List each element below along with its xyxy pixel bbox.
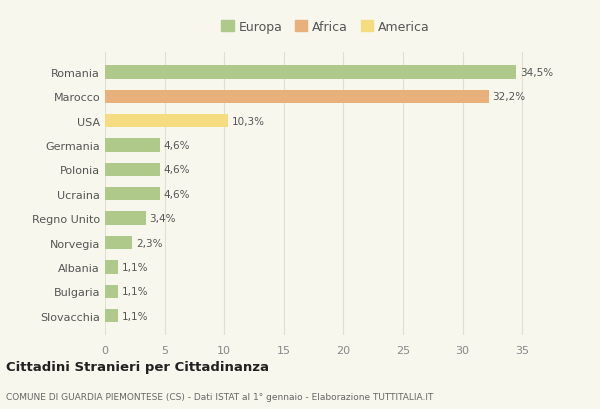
Text: 10,3%: 10,3% [232,116,265,126]
Bar [105,188,160,201]
Bar [105,139,160,152]
Text: 3,4%: 3,4% [149,213,176,224]
Text: 4,6%: 4,6% [163,165,190,175]
Text: 4,6%: 4,6% [163,189,190,199]
Bar [105,212,146,225]
Text: 4,6%: 4,6% [163,141,190,151]
Bar [105,115,228,128]
Legend: Europa, Africa, America: Europa, Africa, America [217,17,434,38]
Text: 2,3%: 2,3% [136,238,163,248]
Bar [105,285,118,298]
Text: 32,2%: 32,2% [493,92,526,102]
Bar [105,163,160,177]
Bar [105,309,118,323]
Bar [105,261,118,274]
Bar [105,90,489,104]
Bar [105,236,133,249]
Text: COMUNE DI GUARDIA PIEMONTESE (CS) - Dati ISTAT al 1° gennaio - Elaborazione TUTT: COMUNE DI GUARDIA PIEMONTESE (CS) - Dati… [6,392,433,401]
Text: Cittadini Stranieri per Cittadinanza: Cittadini Stranieri per Cittadinanza [6,360,269,373]
Text: 34,5%: 34,5% [520,68,553,78]
Text: 1,1%: 1,1% [122,262,148,272]
Bar [105,66,516,79]
Text: 1,1%: 1,1% [122,287,148,297]
Text: 1,1%: 1,1% [122,311,148,321]
